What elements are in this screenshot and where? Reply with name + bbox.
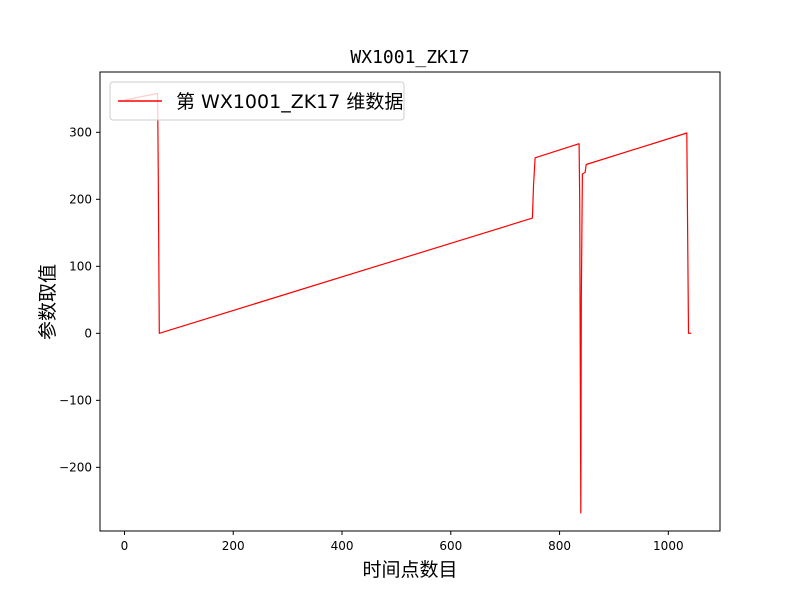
y-tick-label: −100 (59, 393, 92, 407)
x-tick-label: 200 (222, 539, 245, 553)
y-tick-label: 0 (84, 326, 92, 340)
legend-box (109, 81, 405, 121)
x-tick-label: 1000 (653, 539, 684, 553)
y-axis: −200 −100 0 100 200 300 (59, 125, 100, 474)
x-axis-title: 时间点数目 (362, 559, 457, 581)
legend: 第 WX1001_ZK17 维数据 (109, 81, 405, 121)
series-layer (124, 92, 692, 514)
x-tick-label: 0 (121, 539, 129, 553)
x-tick-label: 800 (548, 539, 571, 553)
x-tick-label: 600 (439, 539, 462, 553)
chart-title: WX1001_ZK17 (350, 47, 469, 68)
y-axis-title: 参数取值 (37, 264, 59, 340)
y-tick-label: 300 (69, 125, 92, 139)
series-line (124, 92, 692, 514)
y-tick-label: −200 (59, 460, 92, 474)
x-axis: 0 200 400 600 800 1000 (121, 531, 684, 553)
x-tick-label: 400 (331, 539, 354, 553)
legend-label: 第 WX1001_ZK17 维数据 (176, 91, 403, 113)
plot-frame (99, 71, 721, 532)
plot-area: 0 200 400 600 800 1000 −200 −100 0 100 200 300 (59, 71, 721, 553)
y-tick-label: 200 (69, 192, 92, 206)
y-tick-label: 100 (69, 259, 92, 273)
